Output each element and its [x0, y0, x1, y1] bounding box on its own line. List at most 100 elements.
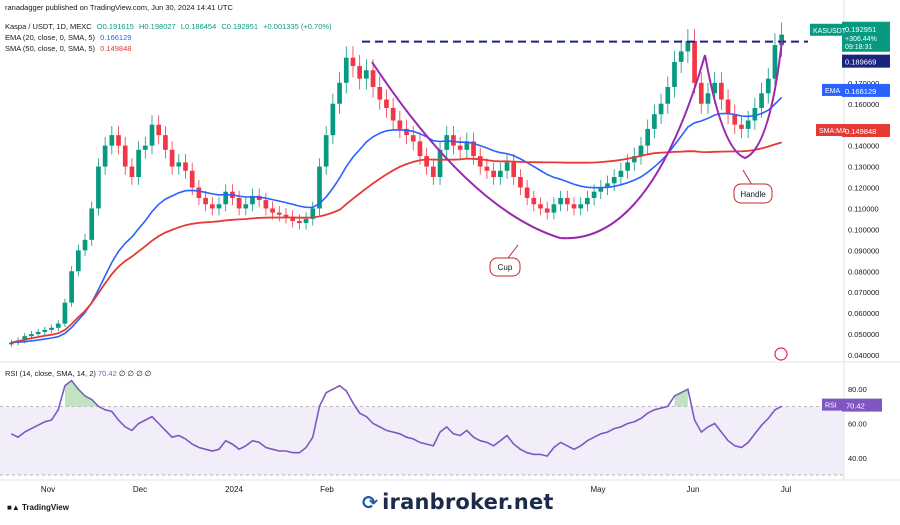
sma-line [11, 141, 782, 344]
candle [250, 195, 255, 205]
brand-icon: ⟳ [362, 492, 379, 514]
time-tick-label: May [590, 485, 605, 494]
candle [156, 124, 162, 136]
price-tick-label: 0.130000 [848, 163, 879, 172]
candle [585, 197, 590, 205]
candle [243, 204, 249, 209]
candle [605, 183, 610, 188]
candle [719, 82, 724, 100]
tradingview-text: TradingView [21, 503, 69, 512]
alert-icon [774, 347, 788, 361]
candle [183, 162, 188, 171]
price-tick-label: 0.140000 [848, 142, 879, 151]
candle [765, 78, 771, 94]
price-tick-label: 0.170000 [848, 79, 879, 88]
candle [424, 156, 429, 167]
candle [598, 187, 604, 192]
ohlc-change: +0.001335 (+0.70%) [263, 22, 332, 31]
sma-legend-label: SMA (50, close, 0, SMA, 5) [5, 44, 96, 53]
candle [518, 177, 523, 188]
candle [122, 145, 128, 167]
candle [578, 204, 584, 209]
candle [209, 204, 215, 209]
candle [477, 156, 483, 167]
candle [377, 87, 383, 100]
sma-tag [816, 124, 844, 137]
candle [169, 149, 175, 167]
candle [310, 208, 316, 219]
rsi-tag-text: RSI [825, 403, 837, 410]
price-tick-label: 0.090000 [848, 246, 879, 255]
ema-legend[interactable]: EMA (20, close, 0, SMA, 5) 0.166129 [5, 33, 134, 42]
candle [263, 200, 269, 209]
candle [551, 204, 557, 213]
candle [410, 135, 416, 142]
symbol-line: Kaspa / USDT, 1D, MEXC O0.191615 H0.1980… [5, 22, 335, 31]
ohlc-high: H0.198027 [139, 22, 176, 31]
candle [685, 40, 691, 52]
rsi-tick-label: 60.00 [848, 420, 867, 429]
brand-text: iranbroker.net [382, 490, 554, 514]
candle [759, 93, 764, 108]
price-tick-label: 0.070000 [848, 288, 879, 297]
time-tick-label: Feb [320, 485, 334, 494]
candle [142, 145, 148, 150]
price-tick-label: 0.120000 [848, 184, 879, 193]
candle [779, 34, 784, 46]
cup-callout [489, 257, 521, 277]
candle [116, 135, 121, 146]
candle [417, 141, 423, 157]
candle [357, 66, 363, 79]
candle [297, 221, 302, 224]
candle [558, 197, 563, 205]
candle [672, 61, 677, 87]
candle [591, 191, 597, 198]
candle [129, 166, 135, 178]
rsi-tick-label: 80.00 [848, 385, 867, 394]
candle [712, 82, 718, 94]
candle [665, 87, 671, 104]
candle [270, 208, 275, 213]
candle [725, 99, 731, 115]
rsi-value-badge [842, 398, 882, 412]
candle [652, 114, 657, 129]
candle [430, 166, 436, 178]
candle [283, 214, 289, 217]
rsi-overbought-fill [64, 380, 139, 407]
candle [75, 250, 81, 272]
candle [203, 197, 208, 205]
tradingview-logo[interactable]: ■▲ TradingView [7, 503, 69, 512]
candle [732, 114, 738, 125]
candle [404, 128, 409, 136]
sma-legend[interactable]: SMA (50, close, 0, SMA, 5) 0.149848 [5, 44, 134, 53]
rsi-tag [822, 398, 842, 411]
ema-line [11, 96, 783, 344]
ema-price-badge-text: 0.166129 [845, 87, 876, 96]
candle [102, 145, 108, 167]
rsi-legend[interactable]: RSI (14, close, SMA, 14, 2) 70.42 ∅ ∅ ∅ … [5, 369, 151, 378]
rsi-tick-label: 40.00 [848, 454, 867, 463]
candle [625, 162, 630, 171]
candle [196, 187, 202, 198]
ohlc-close: C0.192951 [221, 22, 259, 31]
ohlc-low: L0.186454 [180, 22, 217, 31]
candle [236, 197, 242, 209]
rsi-overbought-fill [674, 389, 688, 407]
time-tick-label: Dec [133, 485, 147, 494]
candle [678, 51, 684, 62]
candle [364, 70, 369, 79]
last-change-text: +306.44% [845, 36, 877, 43]
candle [451, 135, 456, 146]
candle [303, 218, 309, 224]
candle [544, 208, 550, 213]
time-tick-label: Jun [687, 485, 700, 494]
rsi-line [10, 379, 783, 458]
candle [497, 170, 503, 178]
price-tick-label: 0.050000 [848, 330, 879, 339]
candle [631, 156, 637, 163]
rsi-band [0, 406, 844, 475]
candle [350, 57, 356, 67]
ema-tag-text: EMA [825, 88, 841, 95]
candle [82, 239, 88, 251]
candle [772, 45, 778, 79]
